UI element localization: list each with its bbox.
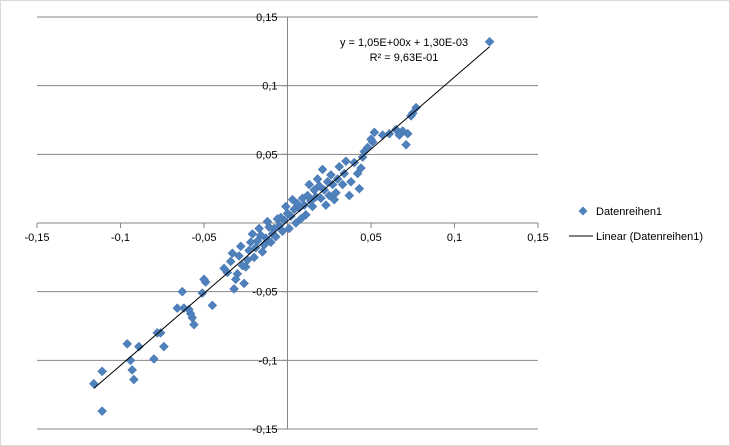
data-point xyxy=(149,354,159,364)
x-tick-label: -0,05 xyxy=(191,232,216,244)
data-point xyxy=(227,248,238,259)
data-point xyxy=(484,36,495,47)
data-point xyxy=(88,378,99,389)
data-point xyxy=(239,278,249,289)
data-point xyxy=(321,200,331,211)
legend-marker-icon xyxy=(578,206,588,216)
x-tick-label: 0,05 xyxy=(360,232,381,244)
x-tick-label: -0,15 xyxy=(24,232,49,244)
trendline xyxy=(93,46,490,389)
data-point xyxy=(249,252,259,263)
x-tick-label: 0,1 xyxy=(447,232,462,244)
data-point xyxy=(317,164,328,175)
legend-series-label: Datenreihen1 xyxy=(596,206,662,218)
data-point xyxy=(287,194,298,205)
data-point xyxy=(225,256,236,267)
data-point xyxy=(179,303,189,314)
data-point xyxy=(406,111,416,121)
data-point xyxy=(309,185,320,195)
data-point xyxy=(189,319,199,330)
data-point xyxy=(290,218,301,228)
data-point xyxy=(235,241,246,252)
data-point xyxy=(332,174,343,184)
data-point xyxy=(229,284,239,294)
data-point xyxy=(352,168,363,179)
data-point xyxy=(366,134,376,145)
data-point xyxy=(262,216,273,227)
y-tick-label: 0,1 xyxy=(262,81,277,93)
data-point xyxy=(237,260,248,271)
data-point xyxy=(289,204,300,215)
data-point xyxy=(247,229,258,239)
trendline-r2: R² = 9,63E-01 xyxy=(370,52,439,64)
data-point xyxy=(122,338,133,349)
data-point xyxy=(274,220,285,231)
data-point xyxy=(334,161,345,172)
y-tick-label: 0,15 xyxy=(256,12,277,24)
data-point xyxy=(172,303,183,314)
data-point xyxy=(134,341,144,352)
axes xyxy=(36,16,539,430)
data-point xyxy=(197,288,208,298)
data-point xyxy=(346,176,356,187)
data-point xyxy=(127,365,138,375)
data-point xyxy=(129,374,139,385)
data-point xyxy=(304,179,315,190)
data-point xyxy=(391,124,401,135)
data-point xyxy=(97,366,107,377)
data-point xyxy=(324,190,335,201)
x-tick-label: -0,1 xyxy=(111,232,130,244)
data-point xyxy=(377,130,388,140)
data-point xyxy=(219,263,229,274)
data-point xyxy=(272,214,283,224)
y-tick-label: 0,05 xyxy=(256,149,277,161)
y-tick-label: -0,05 xyxy=(252,287,277,299)
data-point xyxy=(234,251,244,261)
legend: Datenreihen1 Linear (Datenreihen1) xyxy=(569,206,703,243)
data-point xyxy=(369,127,380,138)
data-point xyxy=(282,208,293,219)
data-point xyxy=(344,190,355,201)
trendline-layer xyxy=(93,46,490,389)
data-point xyxy=(297,193,308,204)
legend-trendline-label: Linear (Datenreihen1) xyxy=(596,231,703,243)
data-point xyxy=(354,183,365,194)
data-point xyxy=(177,286,188,297)
data-point xyxy=(280,201,291,212)
y-tick-labels: -0,15-0,1-0,0500,050,10,15 xyxy=(252,12,277,436)
data-point xyxy=(254,223,264,234)
x-tick-labels: -0,15 -0,1 -0,05 0,05 0,1 0,15 xyxy=(24,232,548,244)
data-point xyxy=(284,223,295,234)
data-point xyxy=(159,341,169,352)
x-tick-label: 0,15 xyxy=(527,232,548,244)
y-tick-label: -0,1 xyxy=(259,355,278,367)
data-points xyxy=(88,36,495,417)
data-point xyxy=(245,237,256,248)
data-point xyxy=(312,174,323,184)
trendline-equation: y = 1,05E+00x + 1,30E-03 xyxy=(340,37,468,49)
data-point xyxy=(341,156,351,167)
data-point xyxy=(326,170,336,180)
data-point xyxy=(257,246,268,257)
data-point xyxy=(207,300,218,311)
data-point xyxy=(339,168,350,179)
data-point xyxy=(401,139,411,150)
data-point xyxy=(97,406,107,417)
data-point xyxy=(230,274,241,285)
data-point xyxy=(199,274,209,285)
y-tick-label: -0,15 xyxy=(252,424,277,436)
data-point xyxy=(337,179,348,190)
